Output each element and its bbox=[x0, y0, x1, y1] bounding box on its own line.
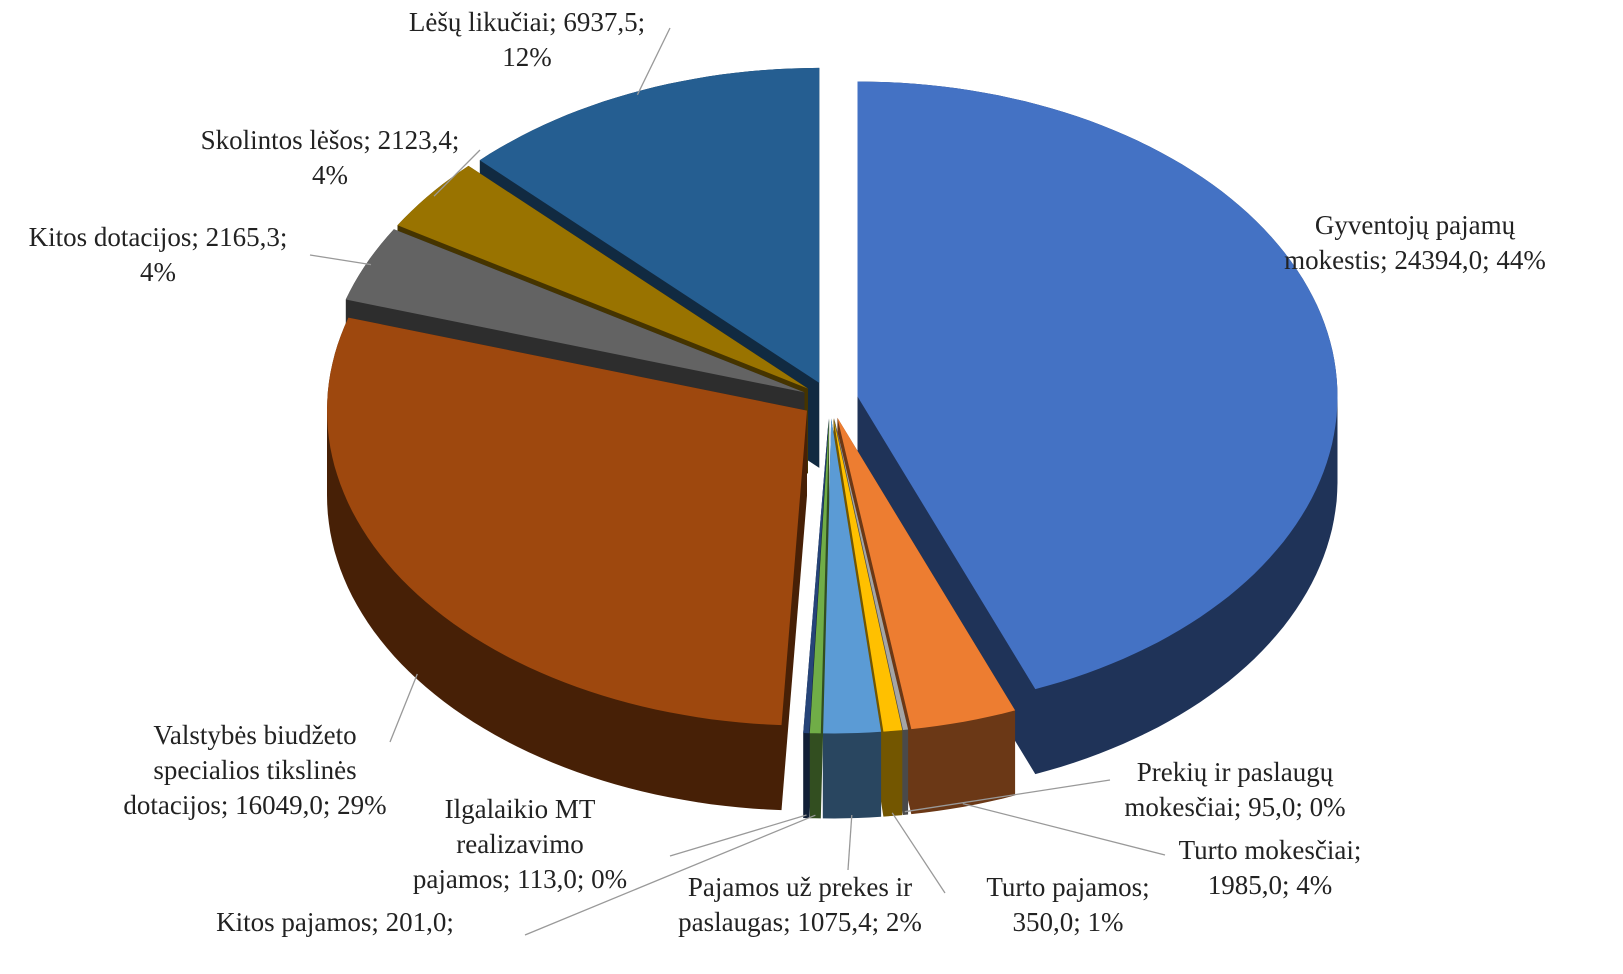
data-label: mokesčiai; 95,0; 0% bbox=[1124, 792, 1345, 822]
data-label: specialios tikslinės bbox=[153, 755, 356, 785]
slice bbox=[327, 317, 807, 726]
slice-group bbox=[833, 418, 903, 817]
data-label: 4% bbox=[312, 160, 348, 190]
slice-group bbox=[857, 81, 1338, 775]
data-label: Skolintos lėšos; 2123,4; bbox=[201, 125, 460, 155]
slice bbox=[479, 67, 820, 383]
slice-group bbox=[837, 417, 1016, 815]
slice bbox=[803, 418, 829, 734]
leader-line bbox=[847, 814, 853, 871]
data-label: Prekių ir paslaugų bbox=[1137, 757, 1334, 787]
data-label: Kitos dotacijos; 2165,3; bbox=[29, 222, 288, 252]
slice bbox=[857, 81, 1338, 690]
leader-line bbox=[904, 779, 1111, 813]
data-label: Pajamos už prekes ir bbox=[688, 872, 912, 902]
data-label: paslaugas; 1075,4; 2% bbox=[678, 907, 922, 937]
slice-group bbox=[809, 418, 830, 819]
data-label: Turto pajamos; bbox=[986, 872, 1149, 902]
data-label: realizavimo bbox=[456, 829, 583, 859]
leader-line bbox=[962, 802, 1166, 856]
slice bbox=[822, 418, 882, 734]
leader-line bbox=[669, 814, 807, 857]
slice bbox=[834, 418, 909, 730]
slice bbox=[837, 417, 1016, 730]
data-label: Turto mokesčiai; bbox=[1179, 835, 1362, 865]
data-label: Valstybės biudžeto bbox=[153, 720, 356, 750]
data-label: dotacijos; 16049,0; 29% bbox=[123, 790, 386, 820]
data-label: 12% bbox=[502, 42, 552, 72]
slice bbox=[345, 229, 805, 393]
data-label: Ilgalaikio MT bbox=[445, 794, 596, 824]
slice-group bbox=[327, 317, 807, 811]
data-label: 1985,0; 4% bbox=[1208, 870, 1333, 900]
data-label: 350,0; 1% bbox=[1013, 907, 1124, 937]
leader-line bbox=[524, 814, 816, 936]
leader-line bbox=[389, 673, 418, 743]
data-label: Gyventojų pajamų bbox=[1315, 210, 1516, 240]
slice bbox=[833, 418, 903, 732]
data-label: pajamos; 113,0; 0% bbox=[413, 864, 627, 894]
leader-line bbox=[891, 812, 946, 894]
slice bbox=[809, 418, 830, 734]
slice-group bbox=[803, 418, 829, 819]
data-label: mokestis; 24394,0; 44% bbox=[1284, 245, 1546, 275]
leader-line bbox=[636, 27, 671, 96]
data-label: Kitos pajamos; 201,0; bbox=[216, 907, 454, 937]
data-label: Lėšų likučiai; 6937,5; bbox=[409, 7, 645, 37]
leader-line bbox=[309, 254, 372, 266]
leader-line bbox=[433, 149, 481, 197]
slice bbox=[397, 165, 808, 389]
data-label: 4% bbox=[140, 257, 176, 287]
slice-group bbox=[822, 418, 882, 819]
